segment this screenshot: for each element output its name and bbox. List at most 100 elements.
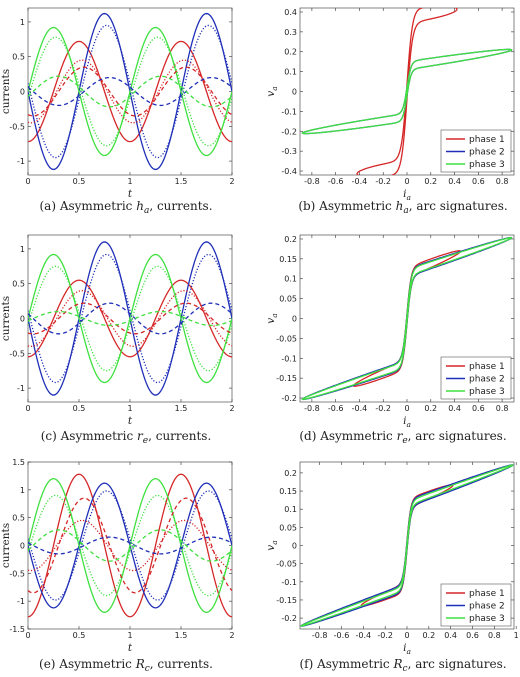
- x-tick-label: 0: [404, 177, 409, 186]
- y-tick-label: 0.2: [284, 48, 297, 57]
- y-tick-label: 0: [292, 88, 297, 97]
- y-tick-label: -1: [17, 157, 25, 166]
- legend-entry: phase 2: [469, 602, 505, 612]
- x-tick-label: 1: [514, 631, 519, 640]
- y-tick-label: 1: [20, 486, 25, 495]
- legend-entry: phase 1: [469, 589, 505, 599]
- phase2-dashed-line: [28, 536, 232, 555]
- y-tick-label: -0.05: [276, 334, 297, 343]
- x-tick-label: 2: [229, 631, 234, 640]
- x-tick-label: -0.6: [328, 404, 344, 413]
- caption: (e) Asymmetric Rc, currents.: [39, 657, 213, 674]
- y-tick-label: -0.1: [281, 107, 297, 116]
- phase3-dotted-line: [28, 36, 232, 147]
- phase3-dotted-line: [28, 494, 232, 597]
- x-axis-label: t: [128, 188, 133, 200]
- y-tick-label: -0.3: [281, 147, 297, 156]
- x-tick-label: -0.4: [352, 177, 368, 186]
- x-tick-label: 0.4: [444, 631, 457, 640]
- x-axis-label: ia: [403, 188, 411, 202]
- x-tick-label: -0.8: [304, 177, 320, 186]
- x-axis-label: t: [128, 642, 133, 654]
- y-tick-label: 0.1: [284, 275, 297, 284]
- panel-f: -0.8 -0.6 -0.4 -0.2 0 0.2 0.4 0.6 0.8 1 -0.2 -0.15 -…: [265, 461, 519, 674]
- x-tick-label: 0.2: [422, 631, 435, 640]
- y-tick-label: -0.15: [276, 374, 297, 383]
- x-tick-label: 1.5: [175, 631, 188, 640]
- x-tick-label: 0.2: [424, 177, 437, 186]
- y-tick-label: 0.2: [284, 469, 297, 478]
- caption: (d) Asymmetric re, arc signatures.: [299, 429, 506, 446]
- y-tick-label: -0.5: [9, 122, 25, 131]
- y-axis-label: va: [265, 540, 279, 550]
- caption: (f) Asymmetric Rc, arc signatures.: [299, 657, 506, 674]
- x-tick-label: 0.2: [424, 404, 437, 413]
- y-tick-label: 1: [20, 18, 25, 27]
- x-tick-label: 1: [127, 631, 132, 640]
- y-tick-label: -1: [17, 384, 25, 393]
- caption: (b) Asymmetric ha, arc signatures.: [298, 199, 507, 216]
- phase3-solid-line: [28, 26, 232, 157]
- x-tick-label: 0.8: [488, 631, 501, 640]
- phase1-solid-line: [28, 473, 232, 618]
- y-tick-label: -0.2: [281, 127, 297, 136]
- panel-b: -0.8 -0.6 -0.4 -0.2 0 0.2 0.4 0.6 0.8 -0.4 -0.3 -0.…: [265, 7, 515, 216]
- phase1-solid-line: [28, 279, 232, 358]
- y-tick-label: 0.4: [284, 8, 297, 17]
- phase1-dashed-line: [28, 497, 232, 594]
- x-tick-label: 0.5: [73, 631, 86, 640]
- y-tick-label: 0.15: [279, 255, 297, 264]
- panel-e: 0 0.5 1 1.5 2 -1.5 -1 -0.5 0 0.5 1 1.5 t currents (e) …: [0, 458, 235, 674]
- x-tick-label: 0.4: [448, 404, 461, 413]
- phase3-solid-line: [28, 253, 232, 384]
- y-tick-label: 0.05: [279, 295, 297, 304]
- y-tick-label: -0.4: [281, 167, 297, 176]
- x-tick-label: -0.2: [375, 404, 391, 413]
- x-tick-label: 0.5: [73, 404, 86, 413]
- phase-3-line: [300, 464, 514, 627]
- y-tick-label: -0.2: [281, 394, 297, 403]
- legend-entry: phase 2: [469, 375, 505, 385]
- x-tick-label: 0: [404, 404, 409, 413]
- x-tick-label: -0.4: [356, 631, 372, 640]
- phase1-solid-line: [28, 40, 232, 143]
- y-tick-label: 0: [20, 315, 25, 324]
- y-tick-label: 0.2: [284, 235, 297, 244]
- phase2-dotted-line: [28, 24, 232, 159]
- y-tick-label: 0.3: [284, 28, 297, 37]
- y-axis-label: currents: [0, 69, 12, 114]
- y-tick-label: 0: [20, 542, 25, 551]
- phase1-dotted-line: [28, 519, 232, 572]
- legend-entry: phase 3: [469, 614, 505, 624]
- y-axis-label: va: [265, 86, 279, 96]
- x-tick-label: -0.2: [375, 177, 391, 186]
- x-tick-label: -0.2: [377, 631, 393, 640]
- x-tick-label: -0.4: [352, 404, 368, 413]
- legend-entry: phase 3: [469, 387, 505, 397]
- x-tick-label: 2: [229, 177, 234, 186]
- caption: (a) Asymmetric ha, currents.: [39, 199, 212, 216]
- legend: phase 1 phase 2 phase 3: [440, 583, 512, 627]
- x-tick-label: 0.6: [472, 177, 485, 186]
- phase2-dashed-line: [28, 76, 232, 107]
- y-axis-label: currents: [0, 523, 12, 568]
- x-axis-label: t: [128, 415, 133, 427]
- x-tick-label: 0: [25, 177, 30, 186]
- x-tick-label: -0.8: [312, 631, 328, 640]
- phase3-dashed-line: [28, 529, 232, 562]
- legend: phase 1 phase 2 phase 3: [440, 356, 512, 400]
- y-tick-label: 0: [20, 88, 25, 97]
- legend-entry: phase 3: [469, 160, 505, 170]
- phase2-dashed-line: [28, 302, 232, 335]
- phase-3-line: [301, 236, 513, 401]
- x-tick-label: 2: [229, 404, 234, 413]
- y-axis-label: va: [265, 313, 279, 323]
- x-tick-label: 0: [25, 631, 30, 640]
- y-axis-label: currents: [0, 296, 12, 341]
- panel-c: 0 0.5 1 1.5 2 -1 -0.5 0 0.5 1 t currents (c) Asymmet…: [0, 234, 235, 446]
- x-tick-label: -0.6: [328, 177, 344, 186]
- y-tick-label: 0.5: [12, 53, 25, 62]
- y-tick-label: 0: [292, 315, 297, 324]
- caption: (c) Asymmetric re, currents.: [41, 429, 212, 446]
